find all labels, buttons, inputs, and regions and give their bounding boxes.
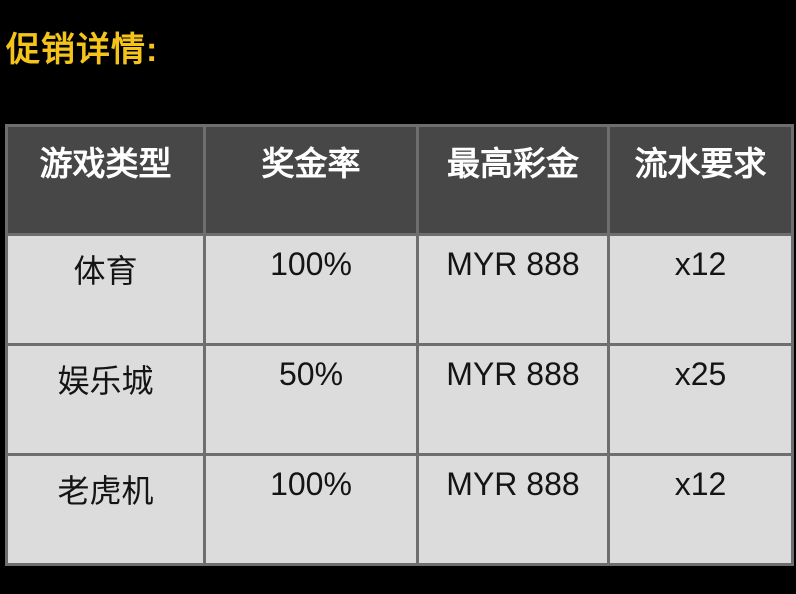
table-header-row: 游戏类型 奖金率 最高彩金 流水要求 [5,124,794,236]
header-turnover: 流水要求 [607,124,794,236]
cell-turnover: x12 [607,453,794,566]
table-row: 体育 100% MYR 888 x12 [5,233,794,346]
header-game-type: 游戏类型 [5,124,206,236]
cell-game-type: 娱乐城 [5,343,206,456]
cell-bonus-rate: 100% [203,453,419,566]
cell-max-bonus: MYR 888 [416,233,610,346]
cell-game-type: 老虎机 [5,453,206,566]
cell-turnover: x25 [607,343,794,456]
table-row: 娱乐城 50% MYR 888 x25 [5,343,794,456]
cell-max-bonus: MYR 888 [416,453,610,566]
page-title: 促销详情: [6,31,159,69]
cell-bonus-rate: 50% [203,343,419,456]
cell-game-type: 体育 [5,233,206,346]
header-max-bonus: 最高彩金 [416,124,610,236]
cell-max-bonus: MYR 888 [416,343,610,456]
promo-details-table: 游戏类型 奖金率 最高彩金 流水要求 体育 100% MYR 888 x12 娱… [5,124,794,566]
cell-turnover: x12 [607,233,794,346]
table-row: 老虎机 100% MYR 888 x12 [5,453,794,566]
cell-bonus-rate: 100% [203,233,419,346]
header-bonus-rate: 奖金率 [203,124,419,236]
